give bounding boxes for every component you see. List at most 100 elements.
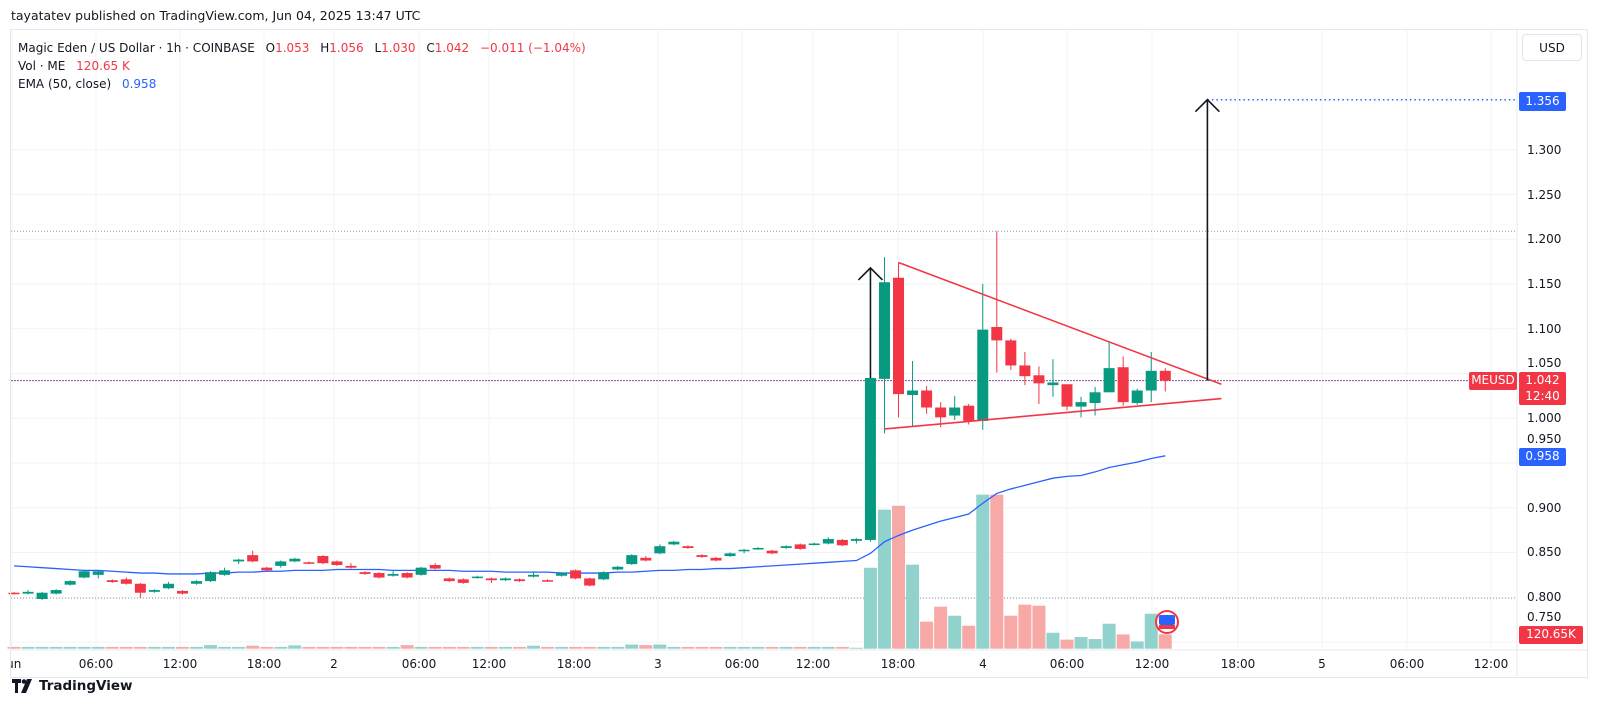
candle (1145, 352, 1157, 403)
legend-volume-row[interactable]: Vol · ME 120.65 K (18, 57, 586, 75)
target-price-badge: 1.356 (1519, 92, 1566, 111)
candle-body (1033, 375, 1045, 384)
candle-body (499, 578, 511, 581)
candle-body (331, 561, 343, 565)
candles (8, 231, 1171, 600)
time-axis[interactable]: Jun 06:00 12:00 18:00 2 06:00 12:00 18:00 3 06:00… (11, 650, 1517, 677)
close-value: 1.042 (434, 41, 470, 55)
candle (148, 589, 160, 593)
triangle-lower-line (884, 397, 1222, 430)
volume-bar (835, 646, 849, 649)
candle-body (22, 591, 34, 594)
candle-body (766, 550, 778, 554)
volume-bar (793, 646, 807, 649)
candle-body (92, 571, 104, 575)
candle (949, 395, 961, 421)
time-tick-label: 18:00 (1220, 657, 1256, 671)
candle-body (668, 541, 680, 545)
volume-bar (119, 646, 133, 649)
tradingview-logo[interactable]: TradingView (12, 678, 133, 694)
candle-body (1075, 402, 1087, 407)
volume-bar (1074, 637, 1088, 649)
candle-body (893, 277, 905, 395)
economic-event-icon[interactable] (1155, 610, 1179, 634)
volume-bar (470, 646, 484, 649)
candle (542, 579, 554, 582)
candle-body (949, 407, 961, 416)
ema-value: 0.958 (121, 77, 157, 91)
candle (247, 550, 259, 563)
volume-bar (161, 646, 175, 649)
candle (8, 591, 20, 595)
candle (191, 580, 203, 585)
candle (1117, 356, 1129, 406)
candle-body (415, 567, 427, 575)
volume-bar (344, 646, 358, 649)
drawings[interactable] (857, 98, 1517, 430)
volume-bar (442, 646, 456, 649)
volume-bar (934, 606, 948, 649)
candle (1089, 386, 1101, 416)
candle (878, 257, 890, 434)
candle-body (148, 590, 160, 592)
volume-bar (597, 646, 611, 649)
volume-bar (681, 646, 695, 649)
candle-body (850, 539, 862, 541)
candle (1047, 359, 1059, 397)
volume-bar (456, 646, 470, 649)
volume-bar (218, 646, 232, 649)
candle-body (373, 573, 385, 578)
candle-body (570, 570, 582, 579)
volume-bar (779, 646, 793, 649)
candle (345, 563, 357, 569)
volume-bar (372, 646, 386, 649)
legend-symbol-row[interactable]: Magic Eden / US Dollar · 1h · COINBASE O… (18, 39, 586, 57)
candle (331, 560, 343, 566)
candle-body (738, 549, 750, 552)
high-label: H (320, 41, 330, 55)
candle (893, 262, 905, 418)
legend-ema-row[interactable]: EMA (50, close) 0.958 (18, 75, 586, 93)
volume-bar (1032, 605, 1046, 649)
volume-bar (821, 646, 835, 649)
candle (78, 570, 90, 579)
low-value: 1.030 (381, 41, 416, 55)
candle (415, 566, 427, 576)
currency-button[interactable]: USD (1522, 34, 1582, 61)
volume-bar (526, 645, 540, 649)
candle (710, 556, 722, 562)
candle-body (527, 574, 539, 577)
volume-bar (611, 646, 625, 649)
price-tick-label: 0.850 (1527, 545, 1562, 560)
change-value: −0.011 (−1.04%) (479, 41, 586, 55)
volume-bar (976, 494, 990, 649)
volume-bar (133, 646, 147, 649)
volume-bar (583, 646, 597, 649)
close-label: C (426, 41, 435, 55)
candle (205, 571, 217, 582)
candle (1019, 352, 1031, 386)
candle-body (289, 558, 301, 562)
candle-body (752, 547, 764, 550)
candle-body (878, 282, 890, 379)
volume-bar (709, 646, 723, 649)
volume-bar (35, 646, 49, 649)
time-tick-label: 12:00 (162, 657, 198, 671)
candle (387, 571, 399, 577)
time-tick-label: 06:00 (401, 657, 437, 671)
time-tick-label: 12:00 (1473, 657, 1509, 671)
candle-body (106, 580, 118, 582)
candle (780, 545, 792, 549)
candle-body (8, 592, 20, 595)
candle-body (1103, 368, 1115, 393)
candle (850, 538, 862, 544)
volume-bar (7, 646, 21, 649)
candle-body (808, 543, 820, 546)
volume-bar (1046, 632, 1060, 649)
candle-body (471, 576, 483, 579)
volume-bar (863, 567, 877, 649)
candle-body (443, 578, 455, 582)
candle-body (640, 557, 652, 561)
flagpole-arrow (857, 266, 884, 378)
